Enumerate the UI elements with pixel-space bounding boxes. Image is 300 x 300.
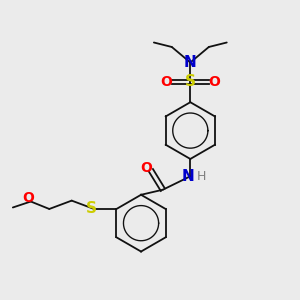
Text: N: N <box>182 169 194 184</box>
Text: S: S <box>185 74 196 89</box>
Text: N: N <box>184 55 197 70</box>
Text: O: O <box>140 161 152 175</box>
Text: H: H <box>197 170 206 183</box>
Text: S: S <box>86 202 97 217</box>
Text: O: O <box>208 75 220 89</box>
Text: O: O <box>22 191 34 205</box>
Text: O: O <box>160 75 172 89</box>
